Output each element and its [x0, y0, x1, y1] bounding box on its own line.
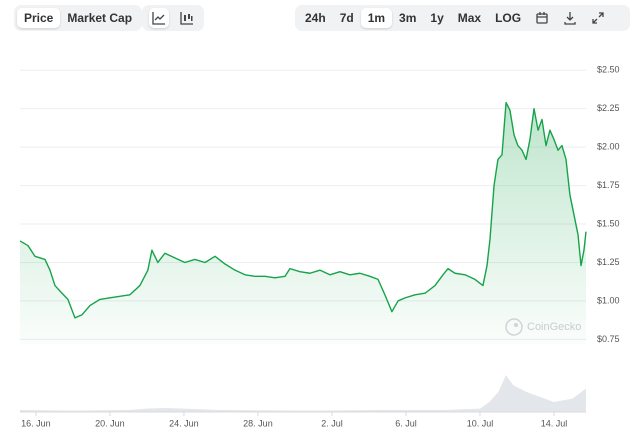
x-tick-label: 20. Jun	[95, 418, 125, 428]
volume-area	[20, 375, 586, 412]
range-button[interactable]: Max	[457, 11, 482, 25]
tab-button[interactable]: Market Cap	[67, 11, 133, 25]
fullscreen-icon[interactable]	[588, 8, 608, 28]
price-area	[20, 102, 586, 344]
download-icon[interactable]	[560, 8, 580, 28]
x-tick-label: 10. Jul	[467, 418, 494, 428]
range-button[interactable]: LOG	[495, 11, 522, 25]
tab-button[interactable]: Price	[17, 8, 61, 28]
y-tick-label: $1.00	[597, 295, 620, 305]
x-tick-label: 2. Jul	[321, 418, 343, 428]
price-line	[19, 101, 587, 319]
y-tick-label: $1.25	[597, 257, 620, 267]
x-tick-label: 6. Jul	[395, 418, 417, 428]
x-tick-label: 24. Jun	[169, 418, 199, 428]
calendar-icon[interactable]	[532, 8, 552, 28]
y-tick-label: $0.75	[597, 334, 620, 344]
range-button[interactable]: 7d	[339, 11, 354, 25]
y-tick-label: $2.50	[597, 65, 620, 75]
range-button[interactable]: 3m	[399, 11, 417, 25]
range-button[interactable]: 1m	[360, 8, 393, 28]
watermark-logo	[505, 318, 523, 336]
watermark: CoinGecko	[505, 318, 581, 336]
range-group: 24h 7d 1m 3m 1y Max LOG	[295, 5, 630, 31]
line-chart-icon[interactable]	[149, 8, 169, 28]
x-tick-label: 16. Jun	[21, 418, 51, 428]
watermark-text: CoinGecko	[527, 321, 582, 333]
x-tick-label: 14. Jul	[541, 418, 568, 428]
chart-type-group	[142, 5, 204, 31]
y-tick-label: $1.75	[597, 180, 620, 190]
y-tick-label: $2.00	[597, 142, 620, 152]
tab-group: Price Market Cap	[14, 5, 143, 31]
range-button[interactable]: 1y	[430, 11, 444, 25]
range-button[interactable]: 24h	[305, 11, 326, 25]
y-tick-label: $2.25	[597, 103, 620, 113]
y-tick-label: $1.50	[597, 218, 620, 228]
candle-chart-icon[interactable]	[177, 8, 197, 28]
x-tick-label: 28. Jun	[243, 418, 273, 428]
